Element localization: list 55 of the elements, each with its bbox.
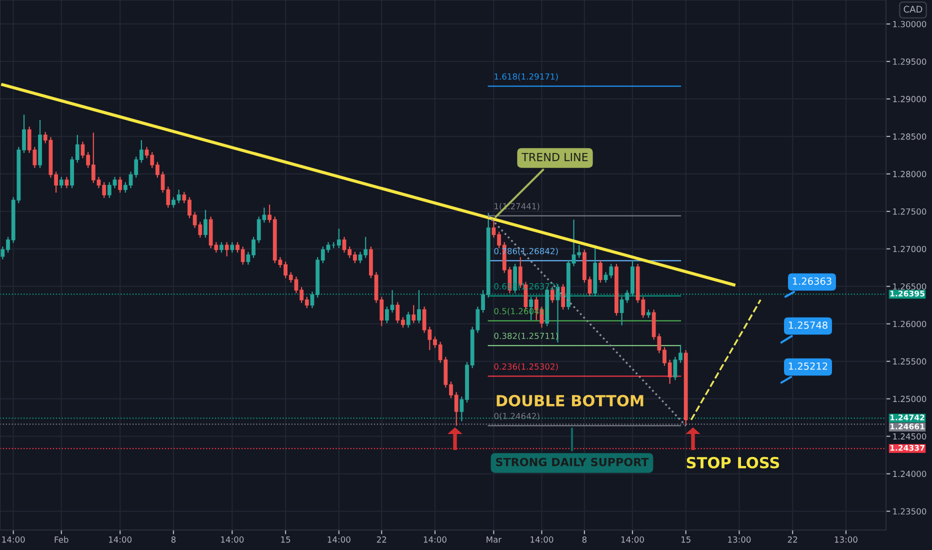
candlestick — [220, 242, 224, 254]
candlestick — [230, 242, 234, 254]
y-tick-label: 1.28000 — [893, 170, 926, 178]
candlestick — [59, 176, 64, 189]
x-tick-label: 14:00 — [109, 536, 132, 543]
annotation: 1.26363 — [792, 277, 832, 285]
x-tick-label: 14:00 — [621, 536, 644, 543]
candlestick — [417, 290, 421, 324]
y-tick-label: 1.25500 — [893, 358, 926, 365]
y-tick-label: 1.28500 — [893, 133, 926, 140]
annotation: DOUBLE BOTTOM — [496, 394, 644, 406]
x-tick-label: Mar — [486, 536, 502, 543]
annotation: STRONG DAILY SUPPORT — [496, 458, 649, 466]
candlestick — [561, 284, 566, 310]
x-tick-label: 14:00 — [221, 536, 244, 543]
y-tick-label: 1.23500 — [893, 508, 926, 515]
y-tick-label: 1.24500 — [893, 433, 926, 440]
x-tick-label: 15 — [681, 536, 690, 543]
ref-line-label: 1.618(1.29171) — [494, 73, 558, 81]
y-tick-label: 1.27500 — [893, 208, 926, 215]
candlestick — [598, 260, 602, 284]
x-tick-label: 22 — [376, 536, 386, 543]
ref-line-label: 0(1.24642) — [494, 412, 540, 420]
x-tick-label: 13:00 — [834, 536, 858, 543]
candlestick — [64, 176, 69, 189]
annotation: STOP LOSS — [686, 456, 780, 468]
y-tick-label: 1.26500 — [893, 283, 926, 290]
x-tick-label: 13:00 — [728, 536, 751, 543]
x-tick-label: 22 — [788, 536, 798, 543]
y-tick-label: 1.24000 — [893, 470, 926, 478]
x-tick-label: 15 — [281, 536, 290, 543]
x-tick-label: 8 — [582, 536, 587, 543]
ref-line-label: 0.236(1.25302) — [494, 363, 558, 371]
y-tick-label: 1.30000 — [893, 20, 926, 28]
y-tick-label: 1.26000 — [893, 320, 926, 328]
x-tick-label: 14:00 — [328, 536, 350, 543]
x-tick-label: 14:00 — [530, 536, 554, 543]
y-tick-label: 1.29000 — [893, 96, 926, 102]
candlestick — [406, 311, 410, 328]
y-tick-label: 1.29500 — [893, 58, 926, 65]
text: CAD — [904, 6, 922, 13]
y-tick-label: 1.27000 — [893, 246, 926, 252]
x-tick-label: 14:00 — [424, 536, 446, 543]
candlestick — [336, 228, 341, 249]
candlestick — [412, 304, 416, 324]
x-tick-label: 14:00 — [2, 536, 25, 543]
annotation: TREND LINE — [522, 152, 588, 162]
candlestick — [204, 209, 208, 238]
candlestick — [118, 176, 122, 194]
annotation: 1.25748 — [788, 321, 828, 329]
annotation: 1.25212 — [788, 362, 828, 370]
candlestick — [224, 242, 229, 257]
x-tick-label: 8 — [171, 536, 176, 543]
y-tick-label: 1.25000 — [893, 396, 926, 402]
x-tick-label: Feb — [54, 536, 68, 543]
